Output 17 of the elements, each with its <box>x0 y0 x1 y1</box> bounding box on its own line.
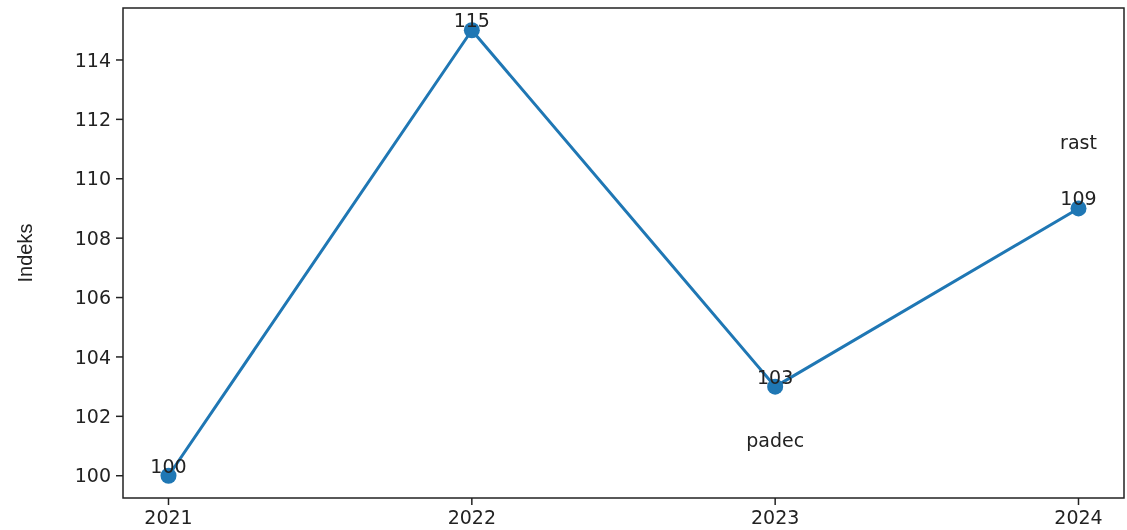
annotation: rast <box>1060 131 1097 154</box>
y-tick-label: 100 <box>74 464 111 487</box>
y-tick-label: 108 <box>74 226 111 249</box>
y-tick-label: 114 <box>74 48 111 71</box>
y-tick-label: 112 <box>74 108 111 131</box>
x-tick-label: 2021 <box>144 506 193 528</box>
annotation: padec <box>746 429 805 452</box>
y-axis-title: Indeks <box>14 223 36 283</box>
y-tick-label: 104 <box>74 345 111 368</box>
y-tick-label: 106 <box>74 286 111 309</box>
data-label: 115 <box>453 9 490 32</box>
x-tick-label: 2024 <box>1054 506 1103 528</box>
x-tick-label: 2023 <box>750 506 800 528</box>
y-tick-label: 102 <box>74 404 111 427</box>
y-tick-label: 110 <box>74 167 111 190</box>
data-label: 109 <box>1060 187 1097 210</box>
x-tick-label: 2022 <box>447 506 497 528</box>
